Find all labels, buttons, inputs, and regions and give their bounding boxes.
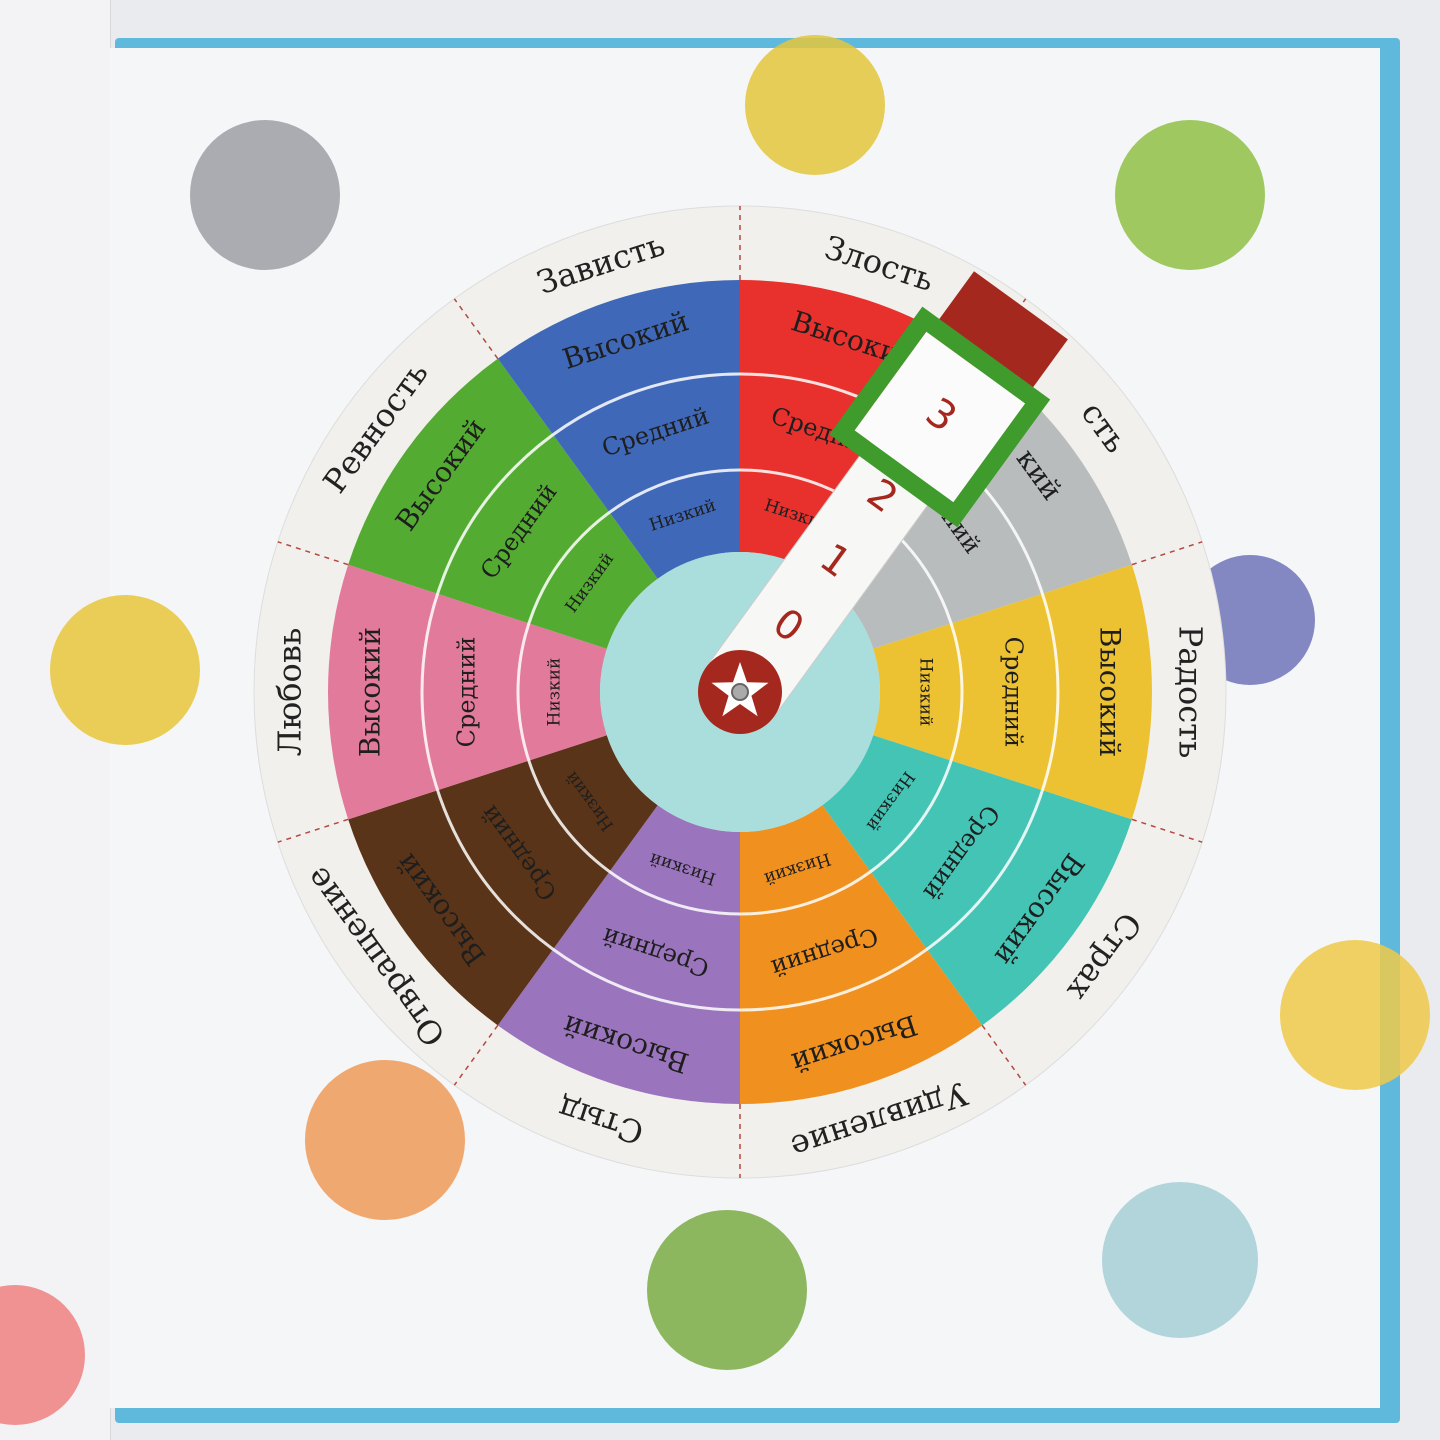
polka-dot [647, 1210, 807, 1370]
level-label: Высокий [354, 627, 387, 757]
sector-fill [497, 280, 740, 579]
level-label: Высокий [1094, 627, 1127, 757]
selection-frame [829, 306, 1051, 528]
selection-window [854, 331, 1026, 503]
polka-dot [50, 595, 200, 745]
sector-divider [1131, 818, 1203, 843]
sector-2: Радость Низкий Средний Высокий [873, 541, 1210, 820]
polka-dot [1115, 120, 1265, 270]
pointer-tab [937, 271, 1068, 390]
sector-divider [277, 541, 349, 566]
ring-divider [420, 372, 1060, 1012]
sector-fill [822, 358, 1132, 649]
sector-divider [277, 818, 349, 843]
sector-fill [348, 735, 658, 1026]
polka-dot [190, 120, 340, 270]
sector-divider [453, 1024, 499, 1086]
sector-7: Любовь Низкий Средний Высокий [271, 564, 607, 843]
sector-fill [740, 805, 983, 1104]
level-label: Средний [453, 637, 481, 748]
sector-fill [822, 735, 1132, 1026]
ring-divider [516, 468, 964, 916]
rivet-icon [731, 683, 749, 701]
sector-fill [328, 564, 607, 820]
emotion-label: Радость [1172, 626, 1210, 759]
polka-dot [1280, 940, 1430, 1090]
sector-divider [1131, 541, 1203, 566]
level-label: Низкий [916, 658, 936, 727]
sector-divider [453, 298, 499, 360]
polka-dot [305, 1060, 465, 1220]
sector-fill [348, 358, 658, 649]
level-label: Низкий [545, 658, 565, 727]
level-label: Средний [1000, 637, 1028, 748]
polka-dot [1102, 1182, 1258, 1338]
polka-dot [745, 35, 885, 175]
emotion-label: Любовь [271, 628, 309, 757]
sector-fill [497, 805, 740, 1104]
sector-divider [981, 1024, 1027, 1086]
sector-fill [873, 564, 1153, 820]
